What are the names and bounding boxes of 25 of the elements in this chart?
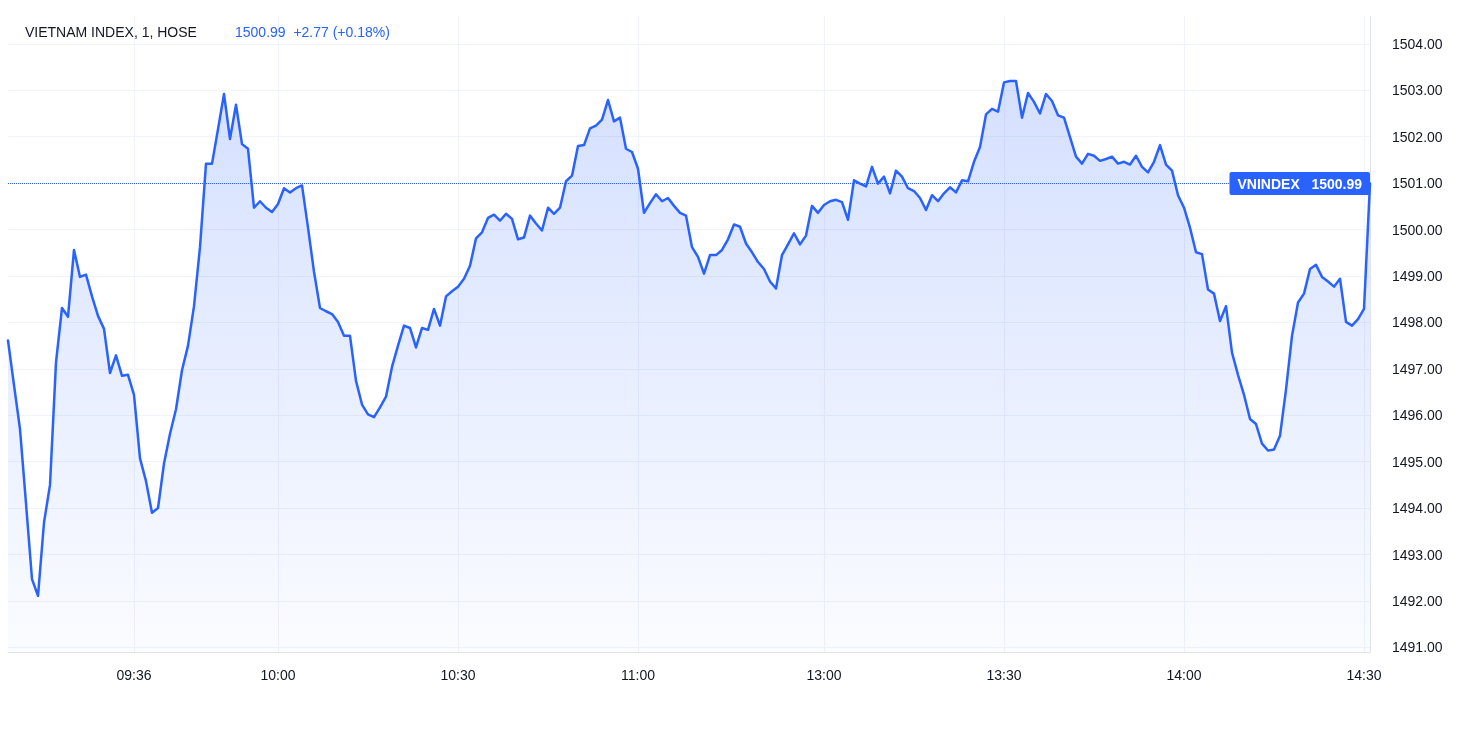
y-tick-label: 1497.00: [1392, 360, 1443, 377]
y-tick-label: 1504.00: [1392, 35, 1443, 52]
x-tick-label: 14:00: [1166, 667, 1202, 683]
y-tick-label: 1498.00: [1392, 314, 1443, 331]
text: 1500.99 +2.77 (+0.18%): [235, 24, 390, 40]
y-tick-label: 1502.00: [1392, 128, 1443, 145]
y-tick-label: 1503.00: [1392, 82, 1443, 99]
ref-line-label: VNINDEX 1500.99: [1237, 175, 1363, 192]
x-tick-label: 09:36: [116, 667, 152, 683]
y-tick-label: 1493.00: [1392, 546, 1443, 563]
y-tick-label: 1495.00: [1392, 453, 1443, 470]
x-tick-label: 10:00: [260, 667, 296, 683]
x-tick-label: 11:00: [621, 667, 656, 683]
y-tick-label: 1492.00: [1392, 592, 1443, 609]
y-tick-label: 1494.00: [1392, 500, 1443, 517]
y-tick-label: 1499.00: [1392, 267, 1443, 284]
y-tick-label: 1491.00: [1392, 639, 1443, 656]
y-tick-label: 1500.00: [1392, 221, 1443, 238]
y-tick-label: 1501.00: [1392, 175, 1443, 192]
x-tick-label: 13:00: [806, 667, 842, 683]
y-tick-label: 1496.00: [1392, 407, 1443, 424]
x-tick-label: 13:30: [986, 667, 1022, 683]
x-tick-label: 10:30: [440, 667, 476, 683]
text: VIETNAM INDEX, 1, HOSE: [25, 24, 197, 40]
x-tick-label: 14:30: [1346, 667, 1382, 683]
